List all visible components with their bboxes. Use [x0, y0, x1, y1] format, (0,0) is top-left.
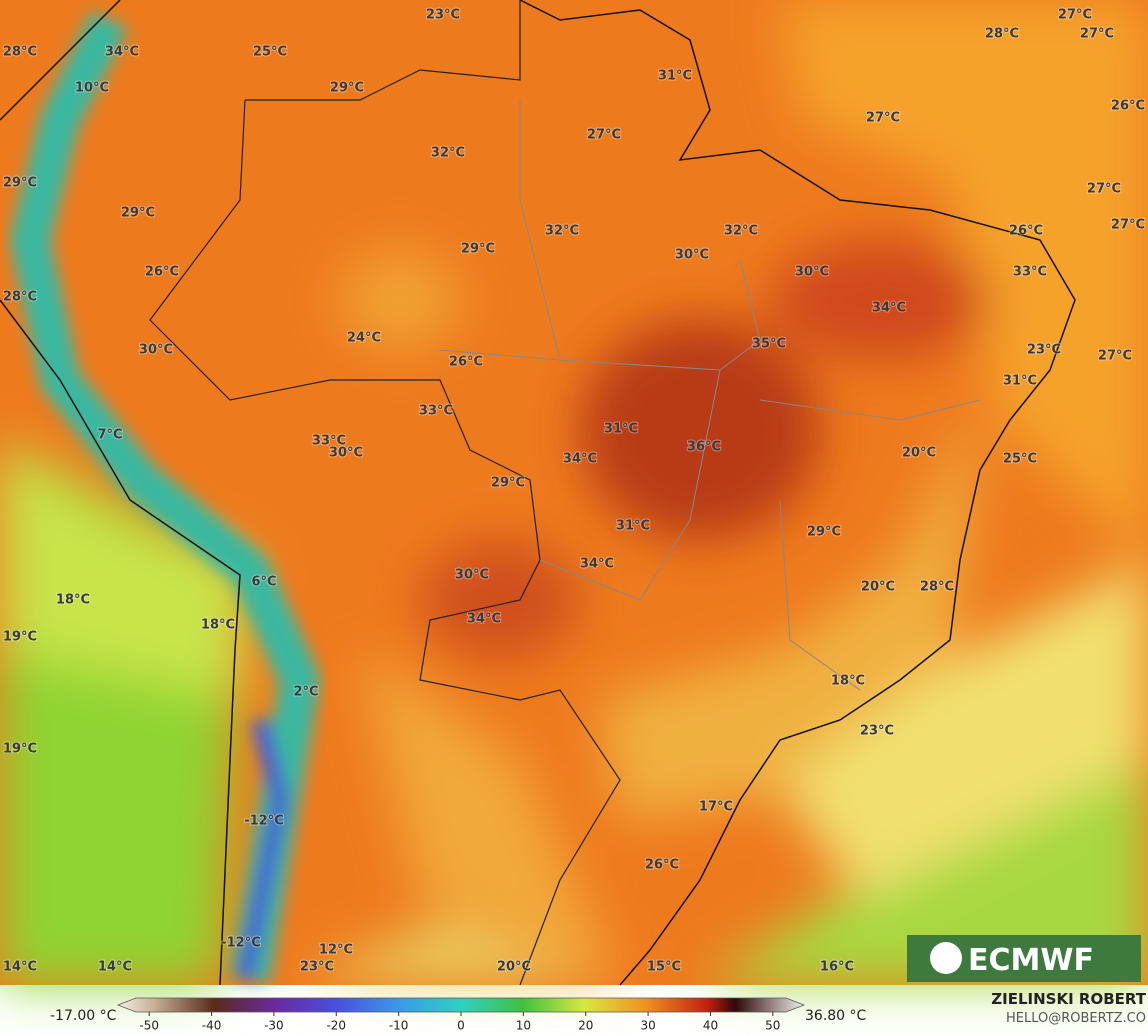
temperature-label: 34°C — [872, 301, 906, 316]
map — [0, 0, 1148, 986]
temperature-label: 2°C — [293, 685, 318, 700]
colorbar-tick-label: -20 — [326, 1019, 346, 1033]
colorbar-tick-label: 30 — [640, 1019, 655, 1033]
temperature-label: -12°C — [221, 936, 261, 951]
temperature-label: 27°C — [1080, 27, 1114, 42]
temperature-label: 27°C — [1058, 8, 1092, 23]
temperature-label: 30°C — [455, 568, 489, 583]
temperature-field — [0, 0, 1148, 985]
colorbar-tick-label: 0 — [457, 1019, 465, 1033]
temperature-label: 29°C — [121, 206, 155, 221]
temperature-label: 18°C — [831, 674, 865, 689]
temperature-label: 29°C — [807, 525, 841, 540]
temperature-label: 29°C — [461, 242, 495, 257]
temperature-label: 26°C — [1111, 99, 1145, 114]
temperature-label: 14°C — [98, 960, 132, 975]
temperature-label: 33°C — [419, 404, 453, 419]
temperature-label: 36°C — [687, 440, 721, 455]
colorbar-tick-label: 10 — [516, 1019, 531, 1033]
temperature-label: 20°C — [497, 960, 531, 975]
temperature-label: 34°C — [467, 612, 501, 627]
temperature-label: 28°C — [3, 290, 37, 305]
temperature-label: 6°C — [251, 575, 276, 590]
colorbar-tick-label: -50 — [139, 1019, 159, 1033]
temperature-label: 28°C — [3, 45, 37, 60]
temperature-label: 20°C — [861, 580, 895, 595]
temperature-label: 19°C — [3, 630, 37, 645]
temperature-label: 30°C — [139, 343, 173, 358]
temperature-label: 34°C — [105, 45, 139, 60]
temperature-label: 34°C — [563, 452, 597, 467]
temperature-label: -12°C — [244, 814, 284, 829]
temperature-label: 33°C — [1013, 265, 1047, 280]
colorbar-tick-label: 40 — [703, 1019, 718, 1033]
andes — [9, 11, 321, 984]
temperature-label: 30°C — [675, 248, 709, 263]
temperature-label: 31°C — [604, 422, 638, 437]
colorbar-tick-label: -10 — [389, 1019, 409, 1033]
temperature-label: 31°C — [616, 519, 650, 534]
temperature-label: 26°C — [645, 858, 679, 873]
temperature-label: 29°C — [3, 176, 37, 191]
temperature-label: 24°C — [347, 331, 381, 346]
temperature-label: 16°C — [820, 960, 854, 975]
temperature-label: 27°C — [866, 111, 900, 126]
temperature-label: 23°C — [426, 8, 460, 23]
state-borders — [439, 100, 981, 691]
temperature-labels: 23°C 27°C 28°C 34°C 25°C 28°C 27°C 31°C 10°C 29°C… — [2, 7, 1146, 976]
temperature-label: 17°C — [699, 800, 733, 815]
colorbar-tick-label: -30 — [264, 1019, 284, 1033]
colorbar-scale — [116, 997, 806, 1013]
temperature-label: 31°C — [1003, 374, 1037, 389]
temperature-label: 10°C — [75, 81, 109, 96]
colorbar-tick-label: 50 — [765, 1019, 780, 1033]
temperature-label: 35°C — [752, 337, 786, 352]
temperature-label: 28°C — [985, 27, 1019, 42]
temperature-label: 27°C — [1087, 182, 1121, 197]
temperature-label: 29°C — [330, 81, 364, 96]
author: ZIELINSKI ROBERT — [991, 990, 1146, 1008]
temperature-label: 28°C — [920, 580, 954, 595]
temperature-label: 25°C — [1003, 452, 1037, 467]
coastline — [0, 0, 1076, 986]
colorbar-min: -17.00 °C — [50, 1008, 117, 1024]
temperature-label: 27°C — [1111, 218, 1145, 233]
temperature-label: 27°C — [1098, 349, 1132, 364]
temperature-label: 23°C — [300, 960, 334, 975]
temperature-label: 18°C — [201, 618, 235, 633]
colorbar-tick-label: 20 — [578, 1019, 593, 1033]
temperature-label: 15°C — [647, 960, 681, 975]
temperature-label: 26°C — [449, 355, 483, 370]
temperature-label: 23°C — [860, 724, 894, 739]
temperature-label: 29°C — [491, 476, 525, 491]
temperature-label: 26°C — [1009, 224, 1043, 239]
temperature-label: 12°C — [319, 943, 353, 958]
colorbar-tick-label: -40 — [202, 1019, 222, 1033]
temperature-label: 14°C — [3, 960, 37, 975]
logo-text: ECMWF — [968, 943, 1094, 978]
temperature-label: 25°C — [253, 45, 287, 60]
temperature-label: 18°C — [56, 593, 90, 608]
colorbar: -17.00 °C 36.80 °C -50 -40 -30 -20 -10 0 10 20 3… — [50, 997, 867, 1033]
temperature-label: 7°C — [97, 428, 122, 443]
temperature-label: 30°C — [329, 446, 363, 461]
temperature-label: 33°C — [312, 434, 346, 449]
temperature-label: 32°C — [431, 146, 465, 161]
temperature-label: 32°C — [545, 224, 579, 239]
temperature-label: 26°C — [145, 265, 179, 280]
temperature-label: 34°C — [580, 557, 614, 572]
temperature-label: 27°C — [587, 128, 621, 143]
temperature-label: 20°C — [902, 446, 936, 461]
temperature-label: 32°C — [724, 224, 758, 239]
temperature-label: 23°C — [1027, 343, 1061, 358]
colorbar-max: 36.80 °C — [805, 1008, 867, 1024]
temperature-label: 30°C — [795, 265, 829, 280]
temperature-label: 31°C — [658, 69, 692, 84]
temperature-label: 19°C — [3, 742, 37, 757]
contact: HELLO@ROBERTZ.CO — [1006, 1011, 1146, 1026]
logo-icon — [930, 942, 962, 974]
